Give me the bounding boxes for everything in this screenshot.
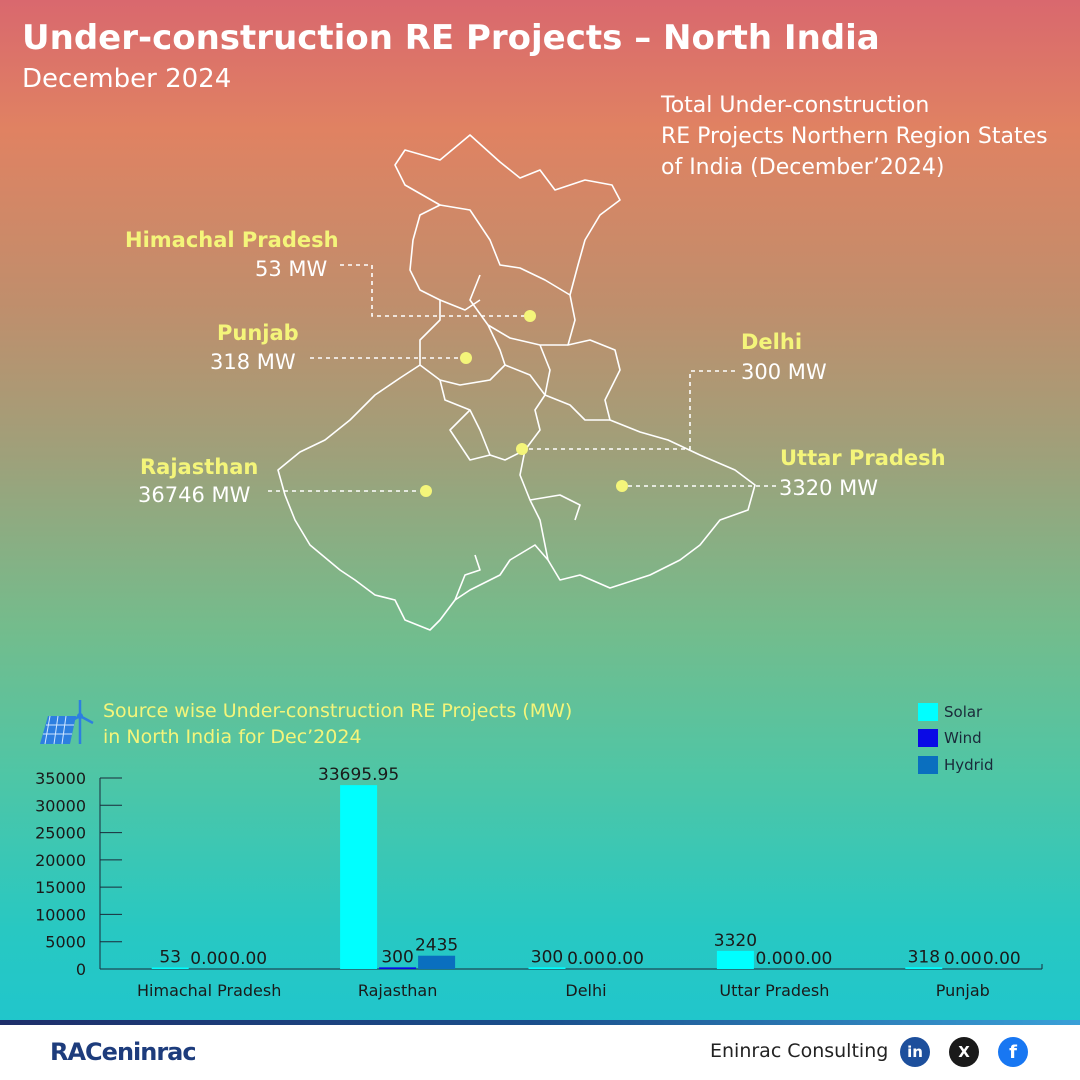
data-label: 0.00	[794, 949, 832, 969]
state-marker	[420, 485, 432, 497]
state-name-delhi: Delhi	[741, 330, 803, 354]
chart-title-line: in North India for Dec’2024	[103, 726, 362, 748]
chart-title-line: Source wise Under-construction RE Projec…	[103, 700, 573, 722]
data-label: 0.00	[229, 949, 267, 969]
state-marker	[460, 352, 472, 364]
footer-divider	[0, 1020, 1080, 1025]
data-label: 0.00	[190, 949, 228, 969]
map-boundary	[529, 494, 581, 521]
legend-label: Hydrid	[944, 756, 994, 774]
y-tick-label: 10000	[35, 905, 86, 924]
y-tick-label: 25000	[35, 824, 86, 843]
state-value-himachal: 53 MW	[255, 257, 328, 281]
leader-line	[522, 370, 735, 450]
y-tick-label: 35000	[35, 769, 86, 788]
y-tick-label: 0	[76, 960, 86, 979]
category-label: Punjab	[936, 981, 990, 1000]
company-name: Eninrac Consulting	[710, 1040, 889, 1062]
legend-swatch	[918, 756, 938, 774]
data-label: 53	[159, 948, 181, 968]
page-subtitle: December 2024	[22, 64, 232, 94]
state-name-uttar-pradesh: Uttar Pradesh	[780, 446, 946, 470]
data-label: 0.00	[606, 949, 644, 969]
x-icon[interactable]: X	[949, 1037, 979, 1067]
linkedin-icon[interactable]: in	[900, 1037, 930, 1067]
y-tick-label: 15000	[35, 878, 86, 897]
solar-wind-icon	[40, 700, 94, 745]
data-label: 0.00	[944, 949, 982, 969]
legend-item-hydrid: Hydrid	[918, 755, 994, 775]
state-marker	[616, 480, 628, 492]
bar	[716, 950, 754, 969]
data-label: 300	[531, 947, 563, 967]
state-name-punjab: Punjab	[217, 321, 299, 345]
bar	[418, 955, 456, 969]
state-marker	[524, 310, 536, 322]
bar	[151, 967, 189, 969]
legend-label: Solar	[944, 703, 983, 721]
state-value-rajasthan: 36746 MW	[138, 483, 251, 507]
data-label: 33695.95	[318, 765, 399, 785]
legend-swatch	[918, 729, 938, 747]
legend-swatch	[918, 703, 938, 721]
data-label: 0.00	[755, 949, 793, 969]
data-label: 2435	[415, 936, 458, 956]
map-boundary	[454, 554, 481, 601]
map-boundary	[439, 204, 571, 296]
state-value-punjab: 318 MW	[210, 350, 296, 374]
map-note-line: RE Projects Northern Region States	[661, 124, 1048, 149]
category-label: Delhi	[565, 981, 606, 1000]
company-logo: RACeninrac	[50, 1038, 197, 1066]
data-label: 318	[908, 947, 940, 967]
map-note: Total Under-construction RE Projects Nor…	[661, 90, 1071, 183]
y-tick-label: 30000	[35, 796, 86, 815]
data-label: 0.00	[567, 949, 605, 969]
map-boundary	[439, 364, 546, 461]
bar	[528, 967, 566, 969]
bar-chart: 0 5000 10000 15000 20000 25000 30000 35000 53 0.0…	[35, 765, 1043, 1000]
state-marker	[516, 443, 528, 455]
facebook-icon[interactable]: f	[998, 1037, 1028, 1067]
leader-line	[340, 264, 530, 317]
chart-title: Source wise Under-construction RE Projec…	[103, 698, 572, 750]
category-label: Himachal Pradesh	[137, 981, 281, 1000]
bar	[379, 967, 417, 969]
map-boundary	[439, 299, 481, 311]
state-name-himachal: Himachal Pradesh	[125, 228, 339, 252]
data-label: 0.00	[983, 949, 1021, 969]
y-tick-label: 20000	[35, 851, 86, 870]
map-boundary	[469, 274, 568, 346]
bar	[340, 785, 378, 969]
bar	[905, 967, 943, 969]
y-tick-label: 5000	[45, 933, 86, 952]
map-note-line: of India (December’2024)	[661, 155, 945, 180]
state-value-delhi: 300 MW	[741, 360, 827, 384]
map-outline	[277, 134, 756, 631]
state-value-uttar-pradesh: 3320 MW	[779, 476, 879, 500]
data-label: 3320	[714, 931, 757, 951]
map-boundary	[449, 409, 491, 461]
data-label: 300	[381, 947, 413, 967]
legend-item-solar: Solar	[918, 702, 982, 722]
page-title: Under-construction RE Projects – North I…	[22, 18, 880, 58]
category-label: Rajasthan	[358, 981, 438, 1000]
category-label: Uttar Pradesh	[719, 981, 829, 1000]
map-note-line: Total Under-construction	[661, 93, 930, 118]
legend-label: Wind	[944, 729, 982, 747]
state-name-rajasthan: Rajasthan	[140, 455, 259, 479]
map-boundary	[539, 344, 610, 421]
legend-item-wind: Wind	[918, 728, 982, 748]
